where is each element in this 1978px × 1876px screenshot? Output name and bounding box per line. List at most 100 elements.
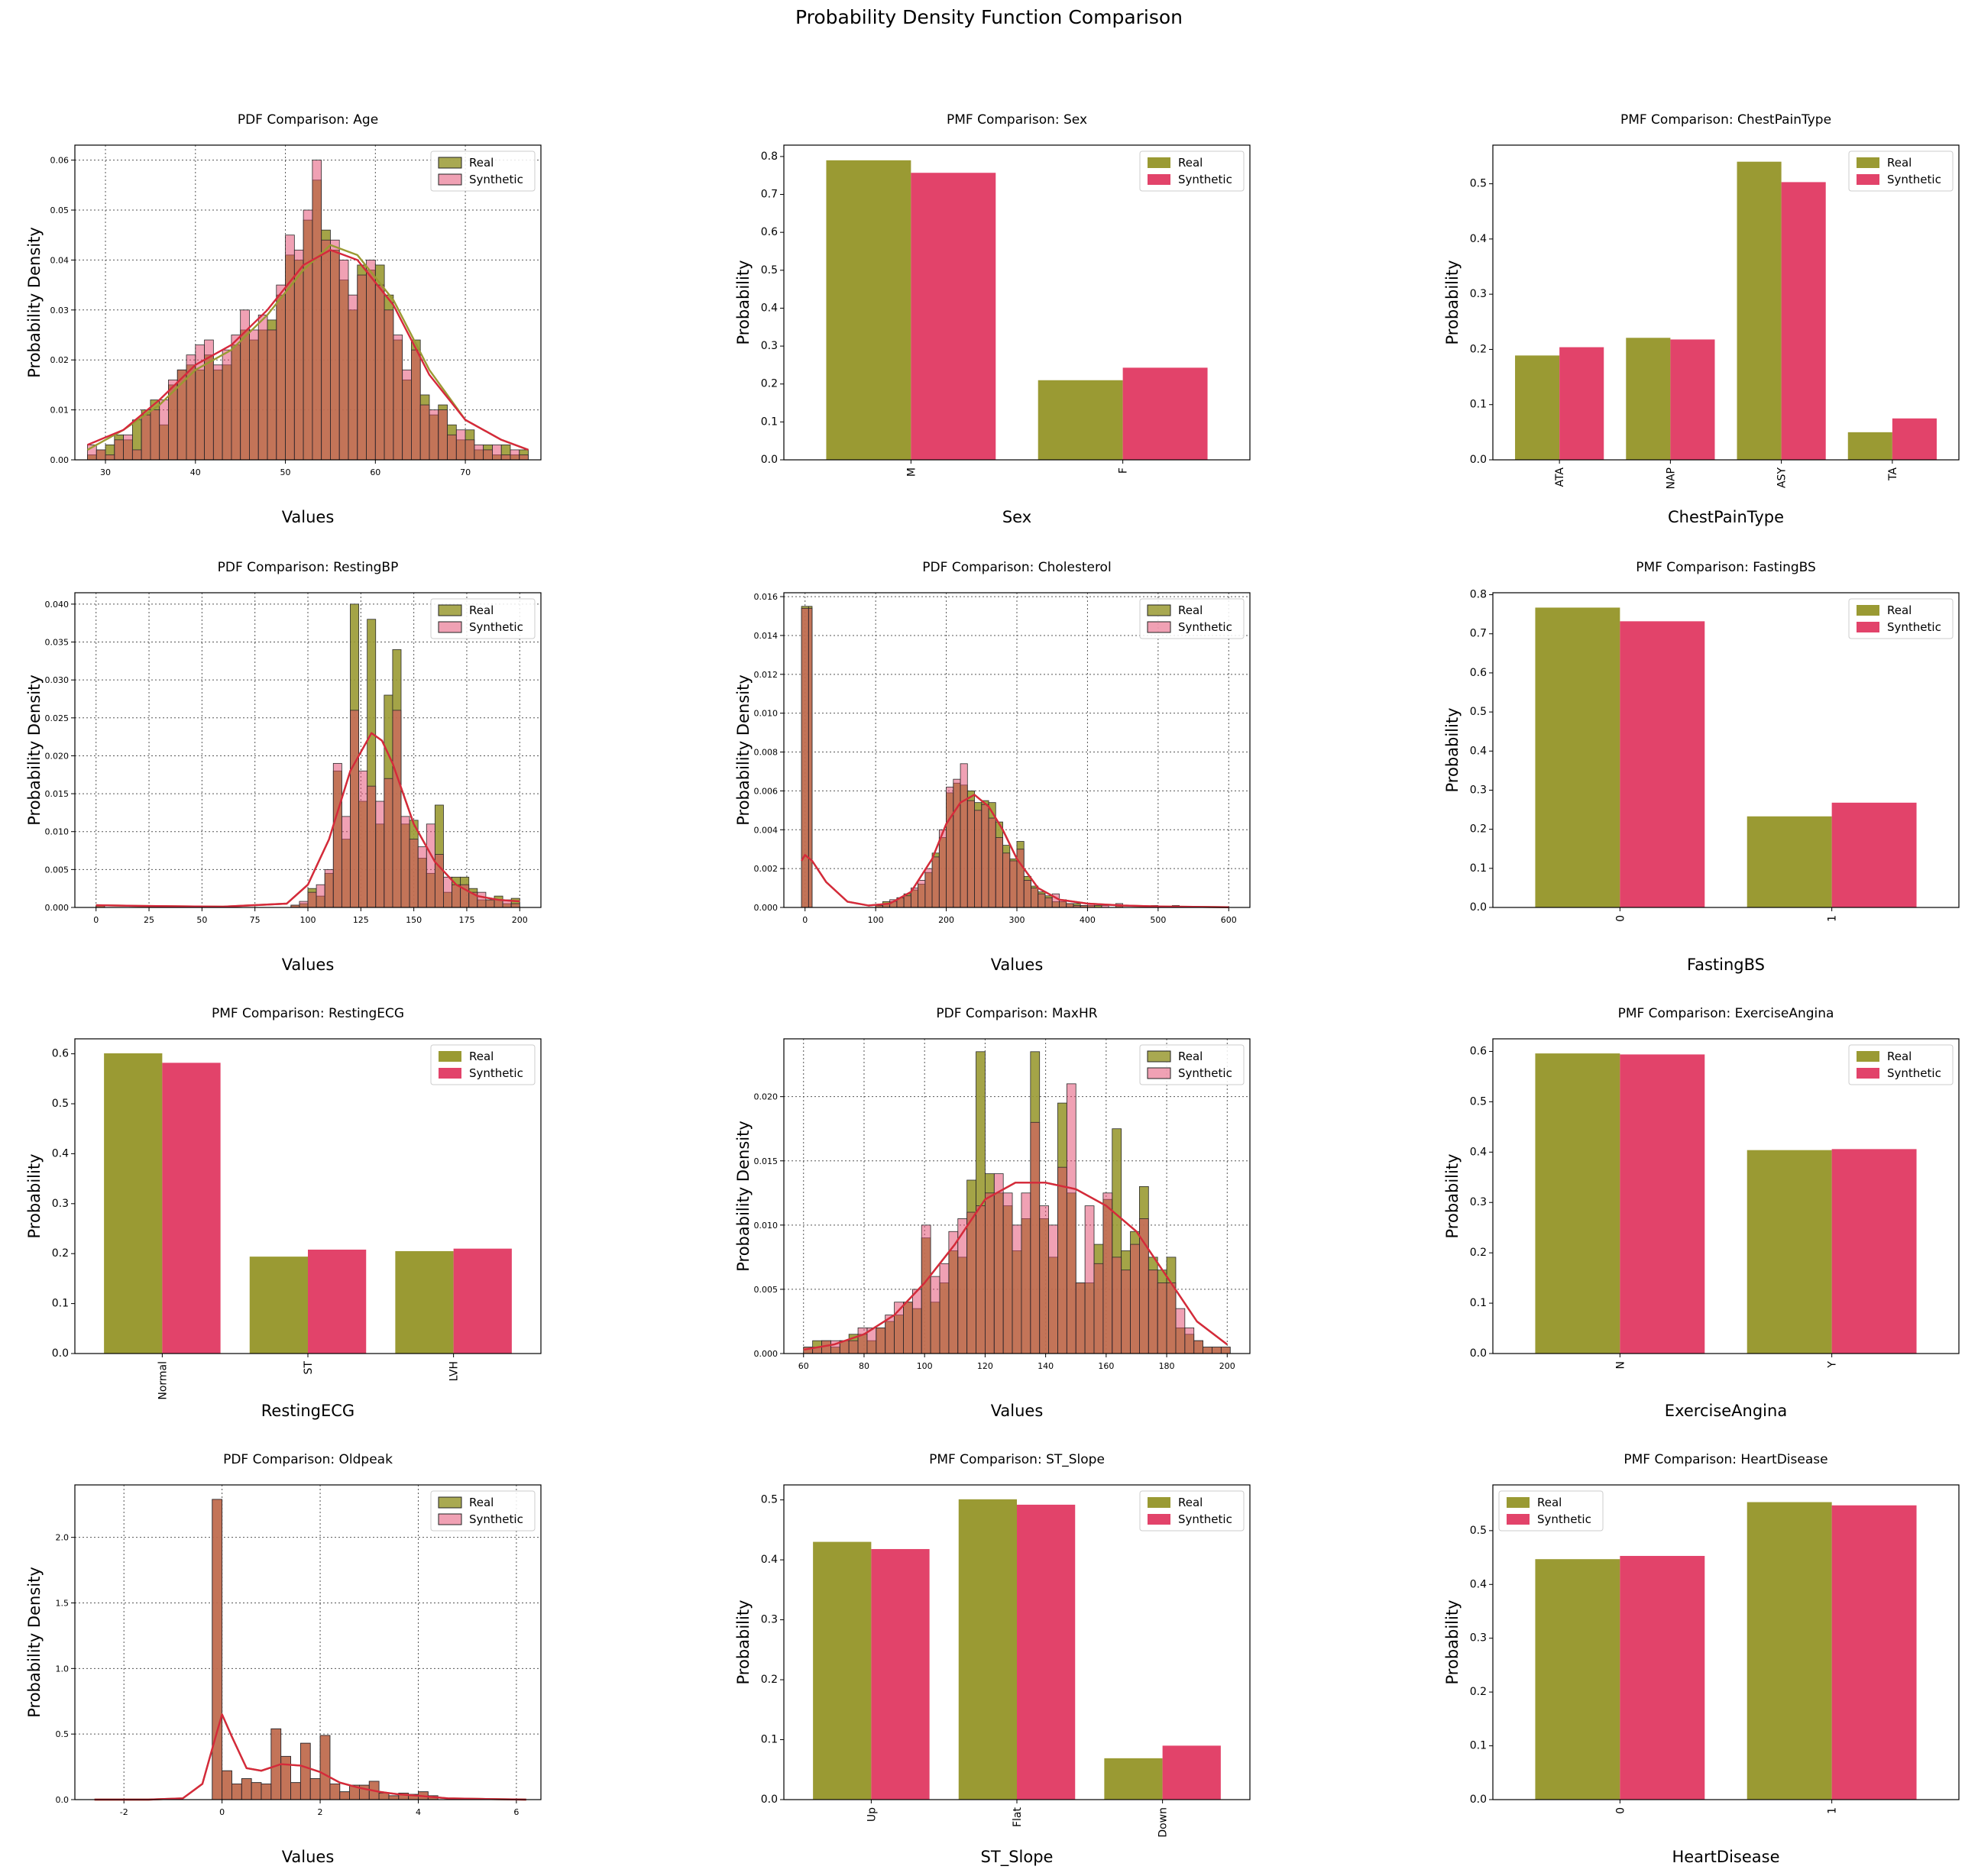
y-tick-label: 0.2 bbox=[761, 1674, 778, 1686]
y-tick-label: 0.010 bbox=[754, 709, 779, 719]
y-tick-label: 0.0 bbox=[761, 454, 778, 466]
legend-swatch-real bbox=[1507, 1497, 1530, 1508]
legend-swatch-synthetic bbox=[1147, 1067, 1171, 1079]
hist-bar-synthetic bbox=[316, 884, 325, 908]
hist-bar-synthetic bbox=[411, 349, 421, 461]
kde-line-synthetic bbox=[801, 794, 1229, 908]
x-tick-label: 0 bbox=[802, 915, 808, 925]
y-tick-label: 0.2 bbox=[1470, 1247, 1487, 1259]
plot-area-frame bbox=[1492, 144, 1960, 461]
y-tick-label: 0.5 bbox=[1470, 178, 1487, 190]
y-tick-label: 0.6 bbox=[761, 226, 778, 238]
hist-bar-synthetic bbox=[953, 778, 961, 908]
x-tick-label: NAP bbox=[1665, 467, 1677, 490]
y-tick-label: 0.006 bbox=[754, 786, 779, 796]
hist-bar-synthetic bbox=[985, 1192, 995, 1354]
y-tick-label: 0.0 bbox=[1470, 901, 1487, 914]
hist-bar-synthetic bbox=[1175, 1308, 1186, 1354]
y-axis-label: Probability bbox=[1443, 1153, 1462, 1238]
x-tick-label: 0 bbox=[93, 915, 99, 925]
legend: Real Synthetic bbox=[430, 150, 536, 192]
y-tick-label: 0.005 bbox=[45, 865, 70, 875]
hist-bar-synthetic bbox=[465, 439, 475, 461]
hist-bar-synthetic bbox=[1066, 1083, 1076, 1354]
legend-swatch-synthetic bbox=[1147, 621, 1171, 633]
hist-bar-synthetic bbox=[931, 856, 940, 908]
y-tick-label: 1.0 bbox=[56, 1664, 70, 1674]
y-axis-label: Probability bbox=[25, 1153, 44, 1238]
hist-bar-synthetic bbox=[946, 786, 954, 908]
y-tick-label: 0.4 bbox=[1470, 1146, 1487, 1158]
hist-bar-synthetic bbox=[324, 868, 334, 908]
x-tick-label: 125 bbox=[353, 915, 369, 925]
legend-label-synthetic: Synthetic bbox=[469, 1512, 523, 1526]
y-tick-label: 0.2 bbox=[761, 378, 778, 390]
hist-bar-synthetic bbox=[1044, 897, 1053, 908]
legend-swatch-synthetic bbox=[438, 621, 462, 633]
y-tick-label: 0.000 bbox=[45, 903, 70, 913]
bar-real-M bbox=[826, 160, 911, 461]
x-tick-label: 60 bbox=[798, 1361, 809, 1371]
hist-bar-synthetic bbox=[1002, 1192, 1013, 1354]
hist-bar-synthetic bbox=[1093, 1263, 1104, 1354]
hist-bar-synthetic bbox=[911, 1289, 922, 1354]
bar-real-ST bbox=[249, 1257, 308, 1354]
legend-label-real: Real bbox=[1178, 603, 1203, 617]
legend-label-synthetic: Synthetic bbox=[1887, 620, 1941, 634]
x-tick-label: Y bbox=[1827, 1361, 1839, 1369]
x-tick-label: 175 bbox=[458, 915, 474, 925]
legend-swatch-synthetic bbox=[1148, 1514, 1170, 1525]
y-tick-label: 0.3 bbox=[761, 1614, 778, 1626]
y-tick-label: 0.025 bbox=[45, 713, 70, 723]
legend-swatch-real bbox=[1857, 605, 1879, 616]
hist-bar-synthetic bbox=[1130, 1244, 1140, 1354]
hist-bar-synthetic bbox=[409, 839, 419, 908]
hist-bar-synthetic bbox=[1031, 888, 1039, 908]
x-axis-label: ExerciseAngina bbox=[1665, 1402, 1787, 1420]
hist-bar-synthetic bbox=[222, 1770, 232, 1800]
bar-real-1 bbox=[1747, 1502, 1832, 1800]
hist-bar-synthetic bbox=[510, 449, 520, 461]
legend-label-real: Real bbox=[1887, 603, 1912, 617]
x-tick-label: 100 bbox=[917, 1361, 933, 1371]
hist-bar-synthetic bbox=[938, 829, 947, 908]
legend-swatch-real bbox=[1148, 157, 1170, 168]
legend: Real Synthetic bbox=[1848, 150, 1954, 192]
hist-bar-synthetic bbox=[350, 710, 359, 908]
bar-real-Normal bbox=[104, 1053, 163, 1354]
bar-synthetic-ASY bbox=[1781, 182, 1826, 460]
y-tick-label: 0.1 bbox=[1470, 399, 1487, 411]
hist-bar-synthetic bbox=[339, 1791, 350, 1800]
y-tick-label: 0.012 bbox=[754, 670, 779, 680]
y-axis-label: Probability bbox=[1443, 1599, 1462, 1684]
y-axis-label: Probability Density bbox=[25, 1567, 44, 1718]
y-tick-label: 0.010 bbox=[754, 1221, 779, 1231]
subplot-fastingbs: PMF Comparison: FastingBS FastingBS Probab… bbox=[1443, 560, 1960, 974]
hist-bar-synthetic bbox=[1038, 893, 1046, 908]
x-tick-label: F bbox=[1118, 467, 1130, 474]
legend-label-real: Real bbox=[1887, 1050, 1912, 1063]
hist-bar-synthetic bbox=[280, 1755, 291, 1800]
x-axis-label: Values bbox=[282, 1848, 335, 1866]
y-axis-label: Probability bbox=[734, 1599, 753, 1684]
subplot-oldpeak: PDF Comparison: Oldpeak Values Probability… bbox=[25, 1452, 542, 1866]
plot-area-frame bbox=[783, 592, 1251, 908]
legend-swatch-synthetic bbox=[1857, 1068, 1879, 1079]
subplot-restingbp: PDF Comparison: RestingBP Values Probabili… bbox=[25, 560, 542, 974]
subplot-title: PMF Comparison: ChestPainType bbox=[1620, 112, 1831, 128]
x-tick-label: 400 bbox=[1080, 915, 1096, 925]
bar-synthetic-TA bbox=[1892, 418, 1937, 460]
hist-bar-synthetic bbox=[1009, 860, 1018, 908]
subplot-chestpaintype: PMF Comparison: ChestPainType ChestPainTy… bbox=[1443, 112, 1960, 526]
x-tick-label: Flat bbox=[1012, 1806, 1024, 1827]
y-tick-label: 0.7 bbox=[1470, 628, 1487, 640]
hist-bar-synthetic bbox=[257, 314, 268, 461]
hist-bar-synthetic bbox=[918, 879, 926, 908]
hist-bar-synthetic bbox=[309, 1778, 321, 1800]
hist-bar-synthetic bbox=[966, 800, 975, 908]
hist-bar-synthetic bbox=[261, 1783, 272, 1800]
hist-bar-synthetic bbox=[251, 1782, 262, 1800]
y-tick-label: 0.3 bbox=[1470, 288, 1487, 300]
hist-bar-synthetic bbox=[1166, 1282, 1177, 1354]
x-tick-label: 600 bbox=[1221, 915, 1237, 925]
